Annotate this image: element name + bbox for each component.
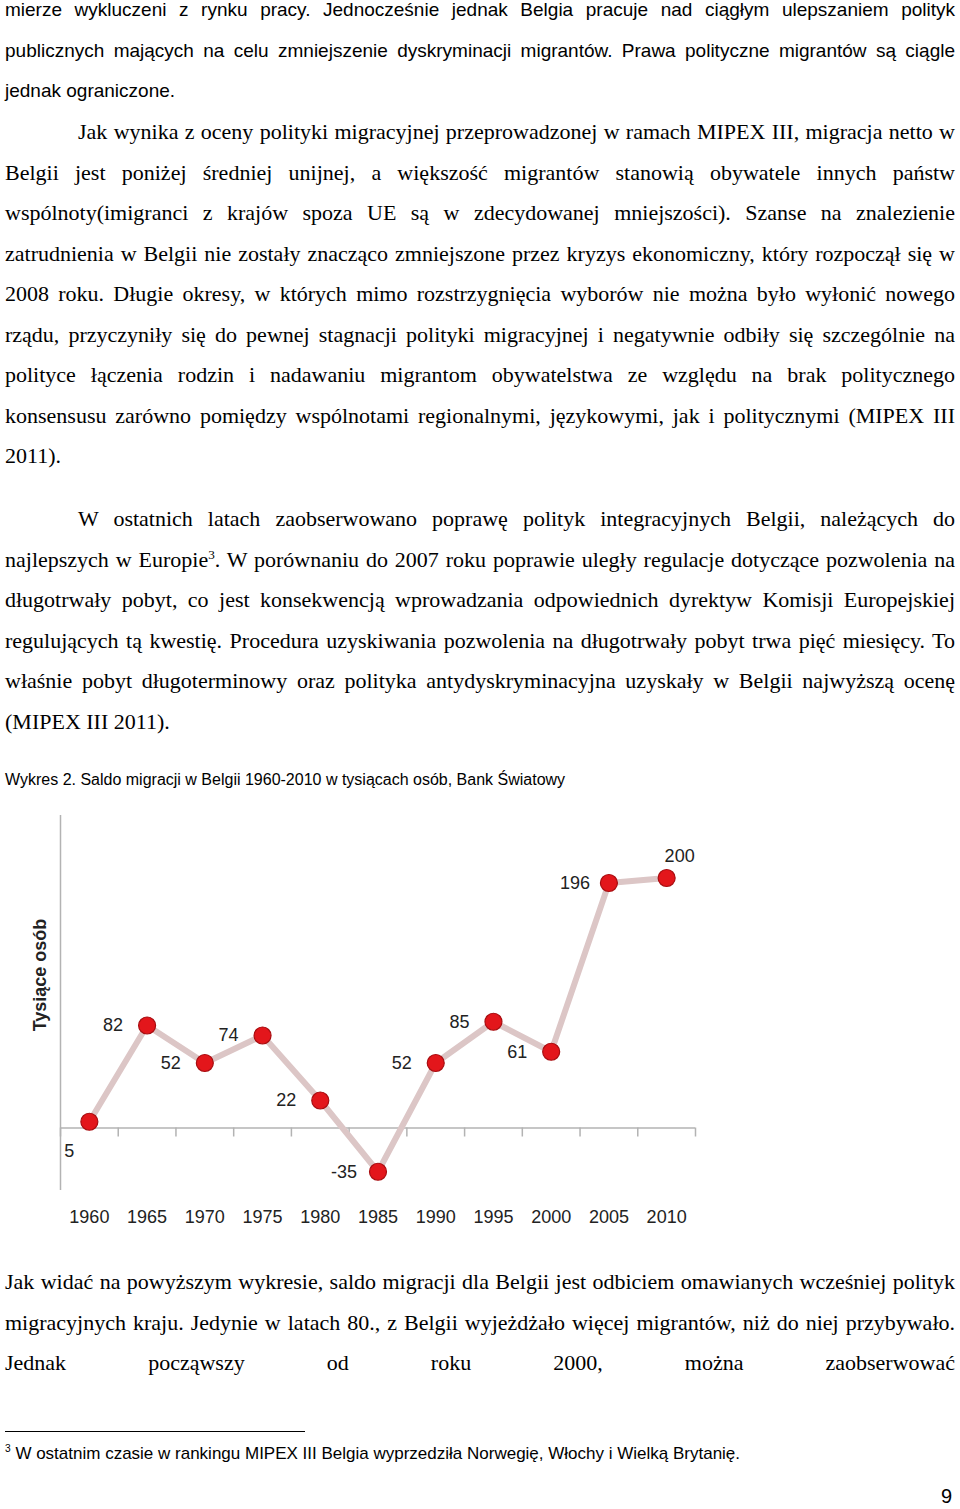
- html-text:mierze wykluczeni z rynku prac: mierze wykluczeni z rynku pracy. Jednocz…: [5, 0, 955, 101]
- html-text:Wykres 2. Saldo migracji w Bel: Wykres 2. Saldo migracji w Belgii 1960-2…: [5, 771, 566, 788]
- svg-text:1965: 1965: [127, 1207, 167, 1227]
- svg-text:1995: 1995: [473, 1207, 513, 1227]
- html-text:Jak widać na powyższym wykresi: Jak widać na powyższym wykresie, saldo m…: [5, 1269, 955, 1375]
- svg-text:1975: 1975: [243, 1207, 283, 1227]
- html-text:W ostatnich latach zaobserwowa: W ostatnich latach zaobserwowano poprawę…: [5, 506, 955, 734]
- svg-text:22: 22: [276, 1090, 296, 1110]
- svg-text:5: 5: [64, 1141, 74, 1161]
- svg-text:61: 61: [507, 1042, 527, 1062]
- svg-text:2000: 2000: [531, 1207, 571, 1227]
- svg-text:52: 52: [392, 1053, 412, 1073]
- svg-text:1990: 1990: [416, 1207, 456, 1227]
- html-text:3W ostatnim czasie w rankingu: 3W ostatnim czasie w rankingu MIPEX III …: [5, 1443, 740, 1463]
- svg-text:85: 85: [449, 1012, 469, 1032]
- html-text:Jak wynika z oceny polityki mi: Jak wynika z oceny polityki migracyjnej …: [5, 119, 955, 468]
- svg-text:196: 196: [560, 873, 590, 893]
- svg-text:Tysiące osób: Tysiące osób: [30, 919, 50, 1032]
- svg-text:2010: 2010: [647, 1207, 687, 1227]
- svg-text:74: 74: [219, 1025, 239, 1045]
- svg-text:52: 52: [161, 1053, 181, 1073]
- html-text:9: 9: [940, 1485, 952, 1507]
- svg-text:82: 82: [103, 1015, 123, 1035]
- svg-text:200: 200: [665, 846, 695, 866]
- svg-text:1980: 1980: [300, 1207, 340, 1227]
- svg-text:-35: -35: [331, 1162, 357, 1182]
- svg-text:1960: 1960: [69, 1207, 109, 1227]
- svg-text:1985: 1985: [358, 1207, 398, 1227]
- svg-text:1970: 1970: [185, 1207, 225, 1227]
- svg-text:2005: 2005: [589, 1207, 629, 1227]
